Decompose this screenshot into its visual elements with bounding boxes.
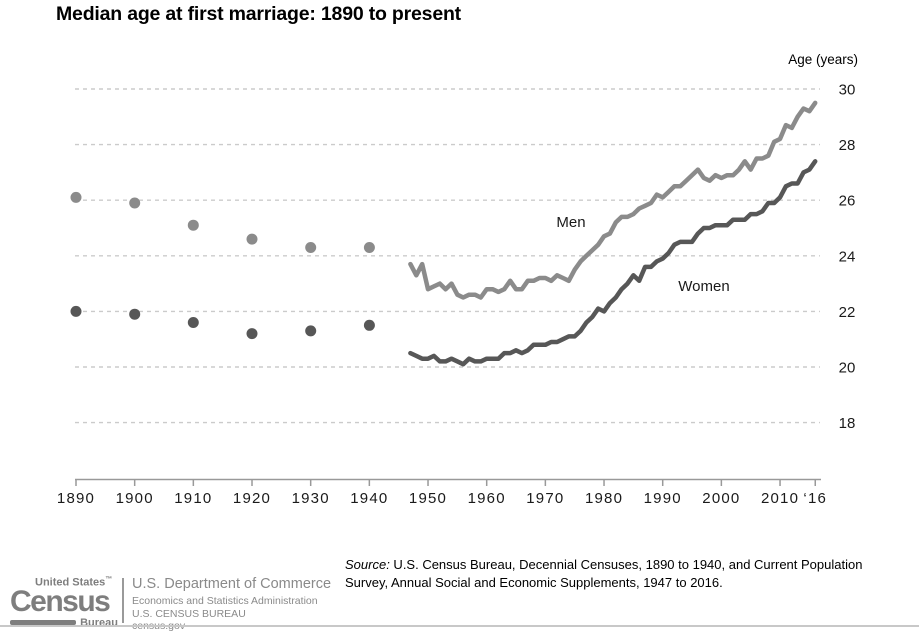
- source-line1-text: U.S. Census Bureau, Decennial Censuses, …: [389, 557, 863, 572]
- men-series-label: Men: [556, 214, 585, 231]
- y-tick-label-22: 22: [839, 304, 856, 321]
- logo-bar: [10, 620, 77, 626]
- source-label: Source:: [345, 557, 390, 572]
- men-census-dot-1930: [305, 242, 317, 253]
- logo-census-wordmark: Census: [10, 584, 111, 618]
- x-tick-label-1990: 1990: [644, 490, 682, 507]
- department-block: U.S. Department of Commerce Economics an…: [132, 576, 332, 633]
- x-tick-label-1920: 1920: [233, 490, 271, 507]
- logo-divider: [122, 578, 124, 623]
- x-tick-label-1980: 1980: [585, 490, 623, 507]
- men-census-dot-1920: [246, 233, 258, 245]
- y-tick-label-20: 20: [839, 360, 856, 377]
- men-cps-line: [408, 100, 818, 300]
- y-tick-label-18: 18: [839, 415, 856, 432]
- logo-united-states: United States™: [35, 576, 118, 589]
- census-bureau-logo: United States™ Census Bureau: [10, 576, 118, 629]
- chart-plot-area: 30 28 26 24 22 20 18 Age (years) 1890 1900 1910 192…: [57, 52, 858, 507]
- x-tick-label-1940: 1940: [350, 490, 388, 507]
- x-tick-label-1970: 1970: [526, 490, 564, 507]
- x-tick-label-2010: 2010: [761, 490, 799, 507]
- women-census-dot-1930: [305, 325, 317, 337]
- men-census-dot-1890: [70, 191, 82, 203]
- x-tick-label-1960: 1960: [468, 490, 506, 507]
- women-census-dot-1910: [187, 317, 199, 328]
- y-axis-title: Age (years): [788, 52, 858, 67]
- x-tick-label-1930: 1930: [292, 490, 330, 507]
- dept-esa-text: Economics and Statistics Administration: [132, 594, 318, 607]
- women-cps-line: [408, 159, 818, 367]
- men-census-dot-1940: [363, 242, 375, 253]
- source-note: Source: U.S. Census Bureau, Decennial Ce…: [345, 556, 862, 592]
- source-line-2: Survey, Annual Social and Economic Suppl…: [345, 575, 723, 591]
- women-series-label: Women: [678, 278, 729, 295]
- women-census-dot-1900: [129, 308, 141, 320]
- y-tick-label-28: 28: [839, 137, 856, 154]
- x-tick-label-1910: 1910: [174, 490, 212, 507]
- men-census-dot-1910: [187, 219, 199, 231]
- x-tick-label-1950: 1950: [409, 490, 447, 507]
- chart-title: Median age at first marriage: 1890 to pr…: [56, 3, 461, 25]
- x-tick-label-1900: 1900: [116, 490, 154, 507]
- women-census-dot-1890: [70, 305, 82, 317]
- trademark-symbol: ™: [105, 576, 113, 583]
- logo-united-states-text: United States: [35, 576, 106, 589]
- source-line-1: Source: U.S. Census Bureau, Decennial Ce…: [345, 556, 862, 574]
- men-census-dot-1900: [129, 197, 141, 209]
- bottom-rule: [0, 625, 919, 627]
- x-tick-label-2016: ‘16: [803, 490, 827, 507]
- dept-census-bureau-text: U.S. CENSUS BUREAU: [132, 607, 246, 620]
- x-tick-label-1890: 1890: [57, 490, 95, 507]
- y-tick-label-26: 26: [839, 193, 856, 210]
- women-census-dot-1940: [363, 319, 375, 331]
- women-census-dot-1920: [246, 328, 258, 340]
- dept-commerce-text: U.S. Department of Commerce: [132, 576, 332, 592]
- y-tick-label-24: 24: [839, 248, 856, 265]
- x-tick-label-2000: 2000: [702, 490, 740, 507]
- y-tick-label-30: 30: [839, 82, 856, 99]
